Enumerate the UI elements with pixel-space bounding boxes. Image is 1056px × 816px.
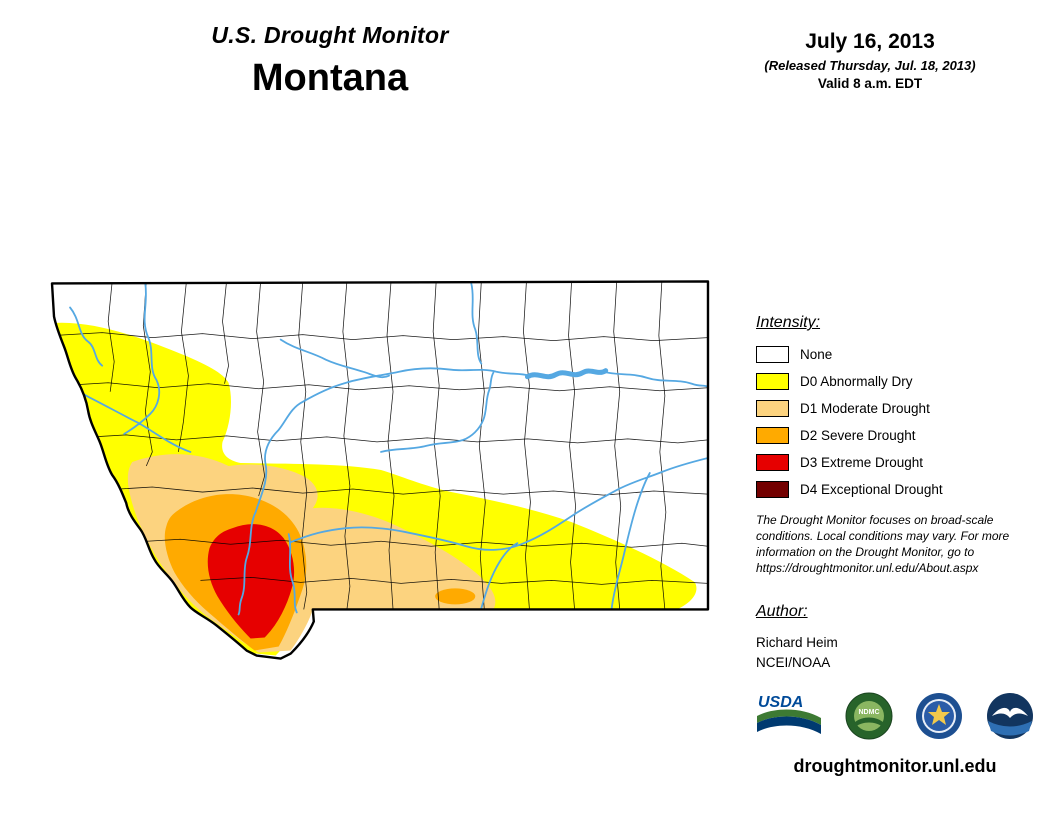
header-title-block: U.S. Drought Monitor Montana — [105, 22, 555, 100]
legend-label: D0 Abnormally Dry — [800, 374, 913, 389]
release-date: (Released Thursday, Jul. 18, 2013) — [764, 58, 976, 73]
noaa-logo-icon — [986, 692, 1033, 739]
drought-map-figure — [50, 279, 712, 665]
state-outline — [50, 280, 710, 660]
legend-column: Intensity: None D0 Abnormally Dry D1 Mod… — [756, 314, 1040, 777]
ndmc-inner-circle — [853, 700, 884, 731]
legend-label: None — [800, 347, 833, 362]
ndmc-logo-icon: NDMC — [845, 692, 893, 740]
fort-peck-lake — [524, 368, 609, 380]
legend-swatch-d0 — [756, 373, 789, 390]
website-url: droughtmonitor.unl.edu — [793, 755, 997, 776]
legend-swatch-d1 — [756, 400, 789, 417]
valid-time: Valid 8 a.m. EDT — [817, 76, 923, 91]
legend-swatch-d4 — [756, 481, 789, 498]
legend-label: D3 Extreme Drought — [800, 455, 924, 470]
county-boundaries-horizontal — [52, 332, 708, 585]
county-boundaries-vertical — [107, 281, 667, 610]
usda-base-shape — [757, 716, 821, 734]
legend-label: D4 Exceptional Drought — [800, 482, 943, 497]
map-date: July 16, 2013 — [805, 30, 935, 53]
rivers — [65, 282, 708, 616]
legend-swatch-d3 — [756, 454, 789, 471]
d2-severe-drought-spot — [435, 588, 476, 605]
legend-label: D2 Severe Drought — [800, 428, 916, 443]
legend-item-none: None — [756, 346, 1040, 363]
commerce-seal-icon — [916, 692, 963, 739]
seal-eagle-shape — [928, 703, 951, 725]
author-heading: Author: — [756, 602, 808, 620]
author-name: Richard Heim — [756, 634, 838, 650]
montana-drought-map — [50, 280, 710, 660]
author-organization: NCEI/NOAA — [756, 654, 831, 670]
noaa-sea-shape — [987, 720, 1032, 736]
report-title: U.S. Drought Monitor — [211, 22, 449, 48]
partner-logos: USDA NDMC — [756, 692, 1034, 740]
legend-item-d4: D4 Exceptional Drought — [756, 481, 1040, 498]
header-date-block: July 16, 2013 (Released Thursday, Jul. 1… — [742, 30, 998, 91]
noaa-gull-shape — [991, 707, 1028, 718]
d3-extreme-drought-area — [207, 524, 295, 639]
ndmc-hills-shape — [854, 717, 883, 727]
legend-swatch-d2 — [756, 427, 789, 444]
legend-item-d0: D0 Abnormally Dry — [756, 373, 1040, 390]
legend-heading: Intensity: — [756, 314, 821, 331]
disclaimer-text: The Drought Monitor focuses on broad-sca… — [756, 513, 1010, 575]
usda-logo-icon: USDA — [757, 694, 821, 734]
legend-item-d3: D3 Extreme Drought — [756, 454, 1040, 471]
legend-swatch-none — [756, 346, 789, 363]
legend-item-d2: D2 Severe Drought — [756, 427, 1040, 444]
usda-logo-text: USDA — [758, 694, 803, 711]
legend-item-d1: D1 Moderate Drought — [756, 400, 1040, 417]
state-name-title: Montana — [251, 57, 409, 99]
ndmc-logo-text: NDMC — [858, 709, 879, 716]
usda-field-shape — [757, 709, 821, 725]
legend-label: D1 Moderate Drought — [800, 401, 930, 416]
